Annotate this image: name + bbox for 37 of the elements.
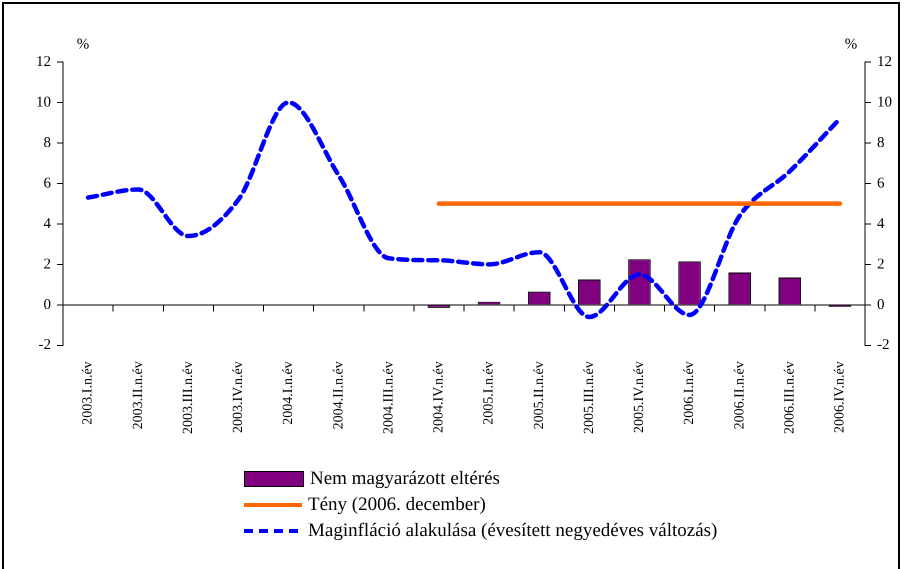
y-tick-label: 10 [36,94,51,110]
x-tick-label: 2006.IV.n.év [832,361,848,433]
y2-tick-label: 2 [877,256,884,272]
x-tick-label: 2005.II.n.év [532,361,547,430]
legend-label: Maginfláció alakulása (évesített negyedéves változás) [308,520,718,542]
x-tick-label: 2006.III.n.év [782,361,798,434]
y-axis-title: % [76,36,90,52]
legend-label: Tény (2006. december) [308,494,486,516]
y-tick-label: 0 [44,296,51,313]
y2-axis-title: % [844,36,858,52]
x-tick-label: 2005.III.n.év [582,361,597,434]
y2-tick-label: 0 [877,296,884,313]
y2-tick-label: -2 [877,337,890,354]
x-tick-label: 2003.II.n.év [130,361,146,430]
x-tick-label: 2004.IV.n.év [432,361,447,433]
x-tick-label: 2003.III.n.év [180,361,196,434]
y2-tick-label: 12 [877,54,892,70]
x-tick-label: 2006.II.n.év [732,361,748,430]
y-tick-label: 12 [36,54,51,70]
x-tick-label: 2004.III.n.év [381,361,396,434]
y-tick-label: 4 [44,216,52,232]
y2-tick-label: 6 [877,175,885,192]
legend-label: Nem magyarázott eltérés [310,468,500,490]
y2-tick-label: 8 [877,134,884,151]
x-tick-label: 2004.II.n.év [331,361,346,430]
y2-tick-label: 10 [877,94,892,110]
x-tick-label: 2004.I.n.év [281,361,296,425]
y-tick-label: -2 [38,337,51,354]
y2-tick-label: 4 [877,216,885,232]
x-tick-label: 2003.IV.n.év [231,361,246,433]
y-tick-label: 8 [44,134,51,151]
x-tick-label: 2006.I.n.év [682,361,698,425]
x-tick-label: 2005.IV.n.év [632,361,648,433]
x-tick-label: 2005.I.n.év [482,361,497,425]
y-tick-label: 2 [44,256,51,272]
x-tick-label: 2003.I.n.év [80,361,96,425]
y-tick-label: 6 [44,175,52,192]
